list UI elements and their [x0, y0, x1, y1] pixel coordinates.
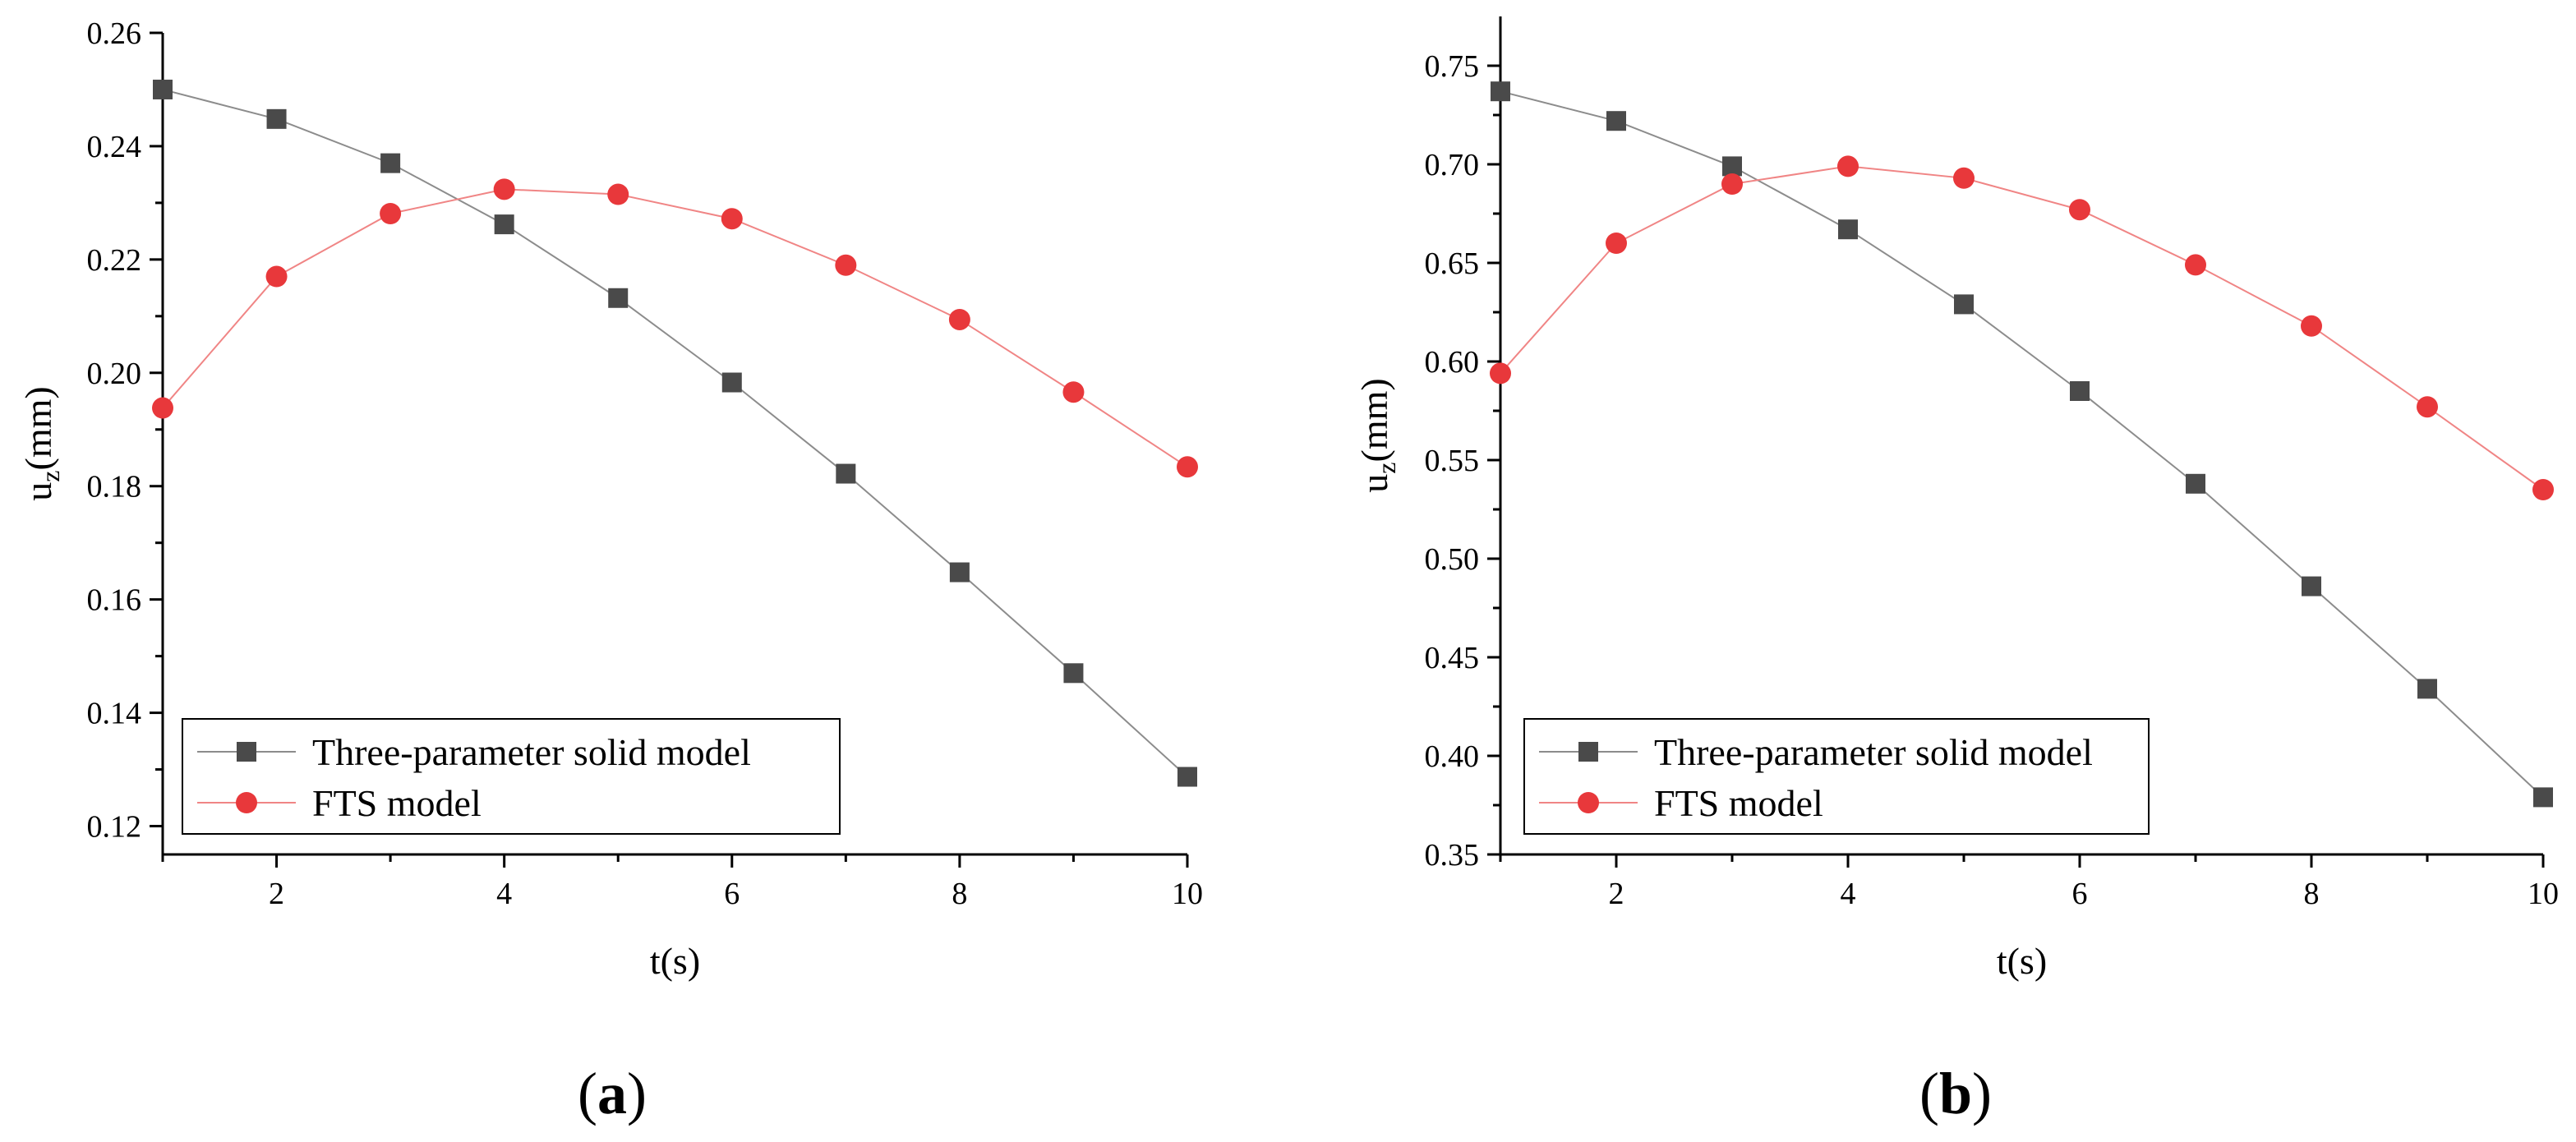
data-point-circle — [265, 265, 288, 288]
data-point-square — [1838, 219, 1858, 240]
x-tick-label: 6 — [2072, 877, 2088, 911]
data-point-square — [1491, 81, 1510, 102]
data-point-square — [1063, 663, 1084, 684]
y-tick-label: 0.18 — [87, 470, 142, 504]
data-point-square — [2070, 381, 2090, 401]
x-tick-label: 2 — [269, 877, 284, 911]
data-point-circle — [2417, 396, 2438, 418]
data-point-circle — [1062, 381, 1085, 403]
y-tick-label: 0.75 — [1425, 49, 1480, 84]
y-axis-title: uz(mm) — [1353, 378, 1401, 492]
data-point-circle — [1490, 362, 1511, 385]
y-tick-label: 0.40 — [1425, 739, 1480, 774]
y-tick-label: 0.65 — [1425, 246, 1480, 281]
x-tick-label: 8 — [952, 877, 967, 911]
legend: Three-parameter solid model FTS model — [1523, 718, 2150, 835]
data-point-square — [1177, 767, 1197, 787]
y-tick-label: 0.22 — [87, 243, 142, 278]
y-tick-label: 0.60 — [1425, 345, 1480, 380]
x-tick-label: 10 — [1172, 877, 1203, 911]
series-fts — [1490, 155, 2554, 500]
x-axis-title: t(s) — [650, 940, 700, 982]
legend-marker-circle — [236, 792, 257, 813]
x-tick-label: 8 — [2304, 877, 2320, 911]
series-three-parameter — [1491, 81, 2553, 808]
data-point-square — [836, 463, 856, 484]
legend-label: Three-parameter solid model — [312, 731, 751, 773]
data-point-circle — [2532, 479, 2554, 500]
data-point-square — [2302, 576, 2321, 596]
series-line — [1500, 165, 2544, 490]
y-axis-title: uz(mm) — [17, 386, 65, 500]
data-point-circle — [152, 397, 173, 419]
data-point-circle — [721, 208, 743, 230]
data-point-circle — [2069, 199, 2090, 221]
y-tick-label: 0.50 — [1425, 542, 1480, 577]
legend-box — [182, 718, 841, 835]
panel-label: (b) — [1919, 1061, 1992, 1126]
x-tick-label: 10 — [2528, 877, 2559, 911]
data-point-square — [1606, 111, 1626, 131]
y-tick-label: 0.12 — [87, 810, 142, 845]
data-point-circle — [493, 178, 515, 200]
legend-label: Three-parameter solid model — [1654, 731, 2093, 773]
data-point-circle — [1177, 456, 1198, 478]
legend-label: FTS model — [1654, 782, 1823, 824]
y-tick-label: 0.55 — [1425, 444, 1480, 478]
x-tick-label: 4 — [496, 877, 512, 911]
data-point-square — [608, 288, 629, 308]
series-line — [1500, 90, 2544, 799]
data-point-circle — [607, 183, 629, 205]
legend: Three-parameter solid model FTS model — [182, 718, 841, 835]
data-point-square — [380, 153, 401, 173]
x-tick-label: 6 — [724, 877, 740, 911]
y-tick-label: 0.35 — [1425, 838, 1480, 873]
y-tick-label: 0.70 — [1425, 148, 1480, 182]
data-point-square — [266, 108, 287, 129]
data-point-circle — [948, 308, 970, 330]
panel-label: (a) — [578, 1061, 647, 1126]
series-line — [162, 88, 1188, 778]
data-point-square — [949, 562, 970, 583]
legend-marker-square — [1578, 742, 1598, 762]
data-point-square — [1722, 156, 1742, 177]
data-point-square — [721, 372, 742, 393]
data-point-circle — [2185, 254, 2206, 276]
data-point-circle — [1606, 233, 1627, 254]
legend-label: FTS model — [312, 782, 482, 824]
data-point-square — [494, 214, 514, 235]
y-tick-label: 0.24 — [87, 130, 142, 164]
data-point-square — [2533, 787, 2553, 808]
series-three-parameter — [153, 79, 1197, 787]
legend-box — [1523, 718, 2150, 835]
data-point-circle — [835, 254, 857, 276]
data-point-circle — [1837, 155, 1859, 177]
data-point-square — [2417, 679, 2437, 699]
data-point-circle — [2301, 315, 2322, 337]
y-tick-label: 0.16 — [87, 583, 142, 618]
data-point-circle — [380, 203, 402, 224]
y-tick-label: 0.20 — [87, 357, 142, 391]
legend-marker-circle — [1578, 792, 1599, 813]
series-line — [162, 188, 1188, 468]
data-point-square — [153, 79, 173, 99]
y-tick-label: 0.45 — [1425, 641, 1480, 675]
data-point-square — [2186, 473, 2205, 494]
legend-marker-square — [237, 742, 256, 762]
y-tick-label: 0.14 — [87, 697, 142, 731]
series-fts — [152, 178, 1198, 478]
x-tick-label: 2 — [1609, 877, 1624, 911]
chart-panel-b: 2 4 6 8 10 0.35 0.40 0.45 0.50 0.55 0.60 0.65 0.70 0.… — [1353, 16, 2559, 1126]
data-point-square — [1954, 294, 1974, 315]
chart-panel-a: 2 4 6 8 10 0.12 0.14 0.16 0.18 0.20 0.22 0.24 0.26 t(… — [17, 16, 1203, 1126]
y-tick-label: 0.26 — [87, 16, 142, 51]
x-tick-label: 4 — [1841, 877, 1856, 911]
x-axis-title: t(s) — [1997, 940, 2047, 982]
data-point-circle — [1953, 167, 1975, 189]
data-point-circle — [1721, 173, 1743, 195]
